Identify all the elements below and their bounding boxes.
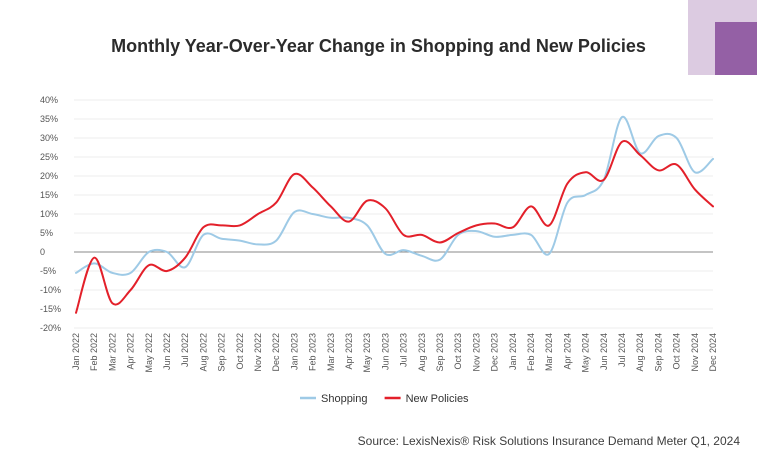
- x-tick-label: Aug 2024: [635, 333, 645, 372]
- x-tick-label: Sep 2023: [435, 333, 445, 372]
- x-tick-label: Oct 2024: [672, 333, 682, 370]
- x-tick-label: Jun 2024: [599, 333, 609, 370]
- decorative-corner-dark: [715, 22, 757, 75]
- y-tick-label: 0: [40, 247, 45, 257]
- series-line-new-policies: [75, 140, 714, 314]
- x-tick-label: Aug 2023: [417, 333, 427, 372]
- source-note: Source: LexisNexis® Risk Solutions Insur…: [357, 434, 740, 448]
- x-tick-label: Jun 2023: [380, 333, 390, 370]
- series-line-shopping: [75, 116, 714, 276]
- x-tick-label: Mar 2022: [107, 333, 117, 371]
- y-tick-label: 10%: [40, 209, 58, 219]
- x-tick-label: Aug 2022: [198, 333, 208, 372]
- x-tick-label: Dec 2024: [708, 333, 718, 372]
- x-tick-label: Nov 2024: [690, 333, 700, 372]
- x-tick-label: Jul 2024: [617, 333, 627, 367]
- x-tick-label: Sep 2022: [217, 333, 227, 372]
- x-tick-label: Apr 2024: [562, 333, 572, 370]
- x-tick-label: Feb 2022: [89, 333, 99, 371]
- x-tick-label: Jul 2023: [399, 333, 409, 367]
- legend-label-shopping: Shopping: [321, 393, 368, 405]
- y-tick-label: -5%: [40, 266, 56, 276]
- y-tick-label: -10%: [40, 285, 61, 295]
- x-tick-label: Jun 2022: [162, 333, 172, 370]
- y-tick-label: -20%: [40, 323, 61, 333]
- x-tick-label: Mar 2024: [544, 333, 554, 371]
- x-tick-label: Jan 2024: [508, 333, 518, 370]
- x-tick-label: Oct 2023: [453, 333, 463, 370]
- x-tick-label: Mar 2023: [326, 333, 336, 371]
- legend-label-new-policies: New Policies: [406, 393, 469, 405]
- y-tick-label: 25%: [40, 152, 58, 162]
- y-tick-label: 5%: [40, 228, 53, 238]
- x-tick-label: Jan 2023: [289, 333, 299, 370]
- x-tick-label: May 2023: [362, 333, 372, 373]
- x-tick-label: May 2024: [581, 333, 591, 373]
- line-chart: -20% -15% -10% -5% 0 5% 10% 15% 20% 25% 30% 35% 40% J…: [40, 95, 718, 405]
- y-tick-label: -15%: [40, 304, 61, 314]
- x-tick-label: Sep 2024: [653, 333, 663, 372]
- y-tick-label: 20%: [40, 171, 58, 181]
- y-tick-label: 15%: [40, 190, 58, 200]
- chart-title: Monthly Year-Over-Year Change in Shoppin…: [111, 36, 646, 56]
- x-tick-label: Apr 2023: [344, 333, 354, 370]
- x-tick-label: Jan 2022: [71, 333, 81, 370]
- x-tick-label: Jul 2022: [180, 333, 190, 367]
- x-tick-label: Dec 2022: [271, 333, 281, 372]
- y-tick-label: 30%: [40, 133, 58, 143]
- x-tick-label: Feb 2024: [526, 333, 536, 371]
- y-tick-label: 35%: [40, 114, 58, 124]
- x-tick-label: Nov 2023: [471, 333, 481, 372]
- x-tick-label: Nov 2022: [253, 333, 263, 372]
- x-tick-label: Apr 2022: [126, 333, 136, 370]
- y-tick-label: 40%: [40, 95, 58, 105]
- x-tick-label: Oct 2022: [235, 333, 245, 370]
- x-tick-label: Feb 2023: [308, 333, 318, 371]
- x-tick-label: Dec 2023: [490, 333, 500, 372]
- x-tick-label: May 2022: [144, 333, 154, 373]
